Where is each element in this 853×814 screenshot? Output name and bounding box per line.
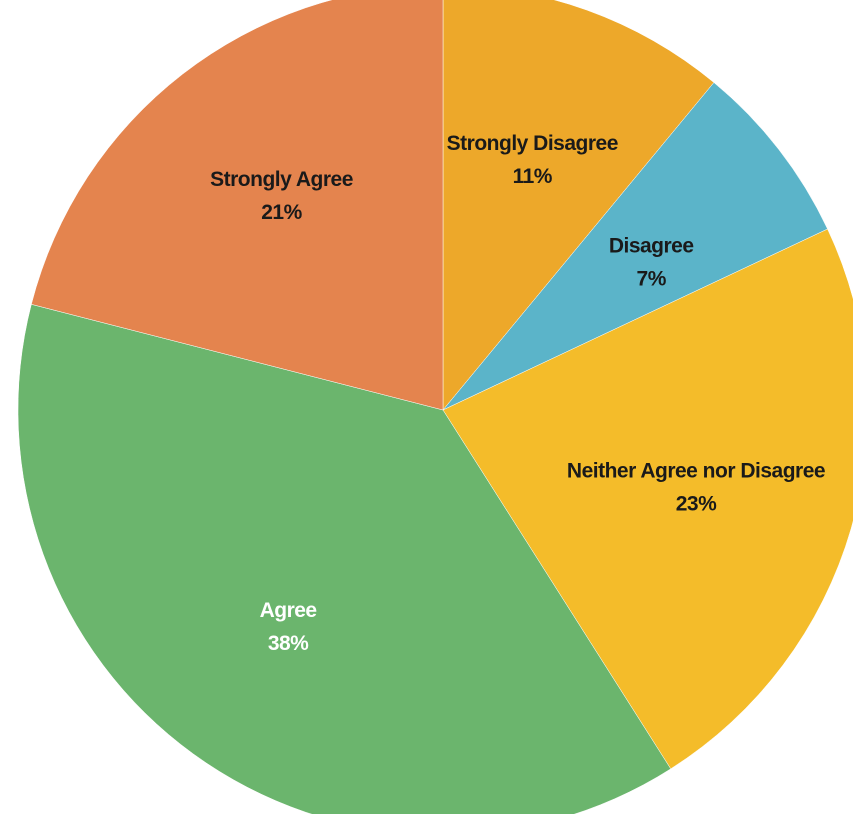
slice-label-strongly-disagree: Strongly Disagree 11% — [447, 132, 618, 188]
slice-label-agree: Agree 38% — [260, 599, 317, 655]
slice-label-strongly-agree: Strongly Agree 21% — [210, 168, 353, 224]
slice-percent-label: 38% — [268, 632, 309, 655]
slice-percent-label: 23% — [676, 493, 717, 516]
labels-layer: Strongly Disagree 11% Disagree 7% Neither Ag… — [210, 132, 825, 655]
slice-percent-label: 7% — [637, 268, 667, 291]
pie-slice-strongly-agree — [31, 0, 444, 411]
slices-layer — [17, 0, 853, 814]
pie-slice-agree — [17, 304, 672, 814]
slice-category-label: Strongly Disagree — [447, 132, 618, 155]
slice-category-label: Disagree — [609, 235, 694, 258]
slice-percent-label: 11% — [513, 165, 553, 188]
pie-slice-neither-agree-nor-disagree — [442, 228, 853, 770]
slice-category-label: Agree — [260, 599, 317, 622]
slice-category-label: Neither Agree nor Disagree — [567, 460, 825, 483]
slice-percent-label: 21% — [261, 201, 302, 224]
slice-label-disagree: Disagree 7% — [609, 235, 694, 291]
slice-label-neither-agree-nor-disagree: Neither Agree nor Disagree 23% — [567, 460, 825, 516]
pie-slice-disagree — [442, 82, 828, 411]
slice-category-label: Strongly Agree — [210, 168, 353, 191]
pie-slice-strongly-disagree — [442, 0, 715, 411]
